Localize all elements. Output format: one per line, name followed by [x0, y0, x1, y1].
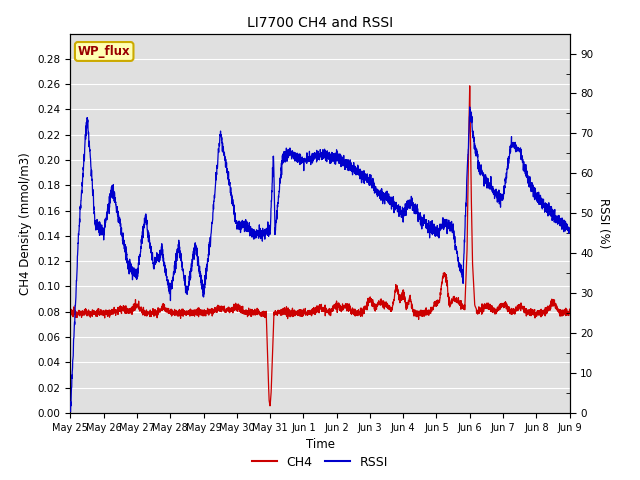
- Y-axis label: CH4 Density (mmol/m3): CH4 Density (mmol/m3): [19, 152, 32, 295]
- Y-axis label: RSSI (%): RSSI (%): [597, 198, 610, 248]
- X-axis label: Time: Time: [305, 438, 335, 451]
- Title: LI7700 CH4 and RSSI: LI7700 CH4 and RSSI: [247, 16, 393, 30]
- Legend: CH4, RSSI: CH4, RSSI: [246, 451, 394, 474]
- Text: WP_flux: WP_flux: [78, 45, 131, 58]
